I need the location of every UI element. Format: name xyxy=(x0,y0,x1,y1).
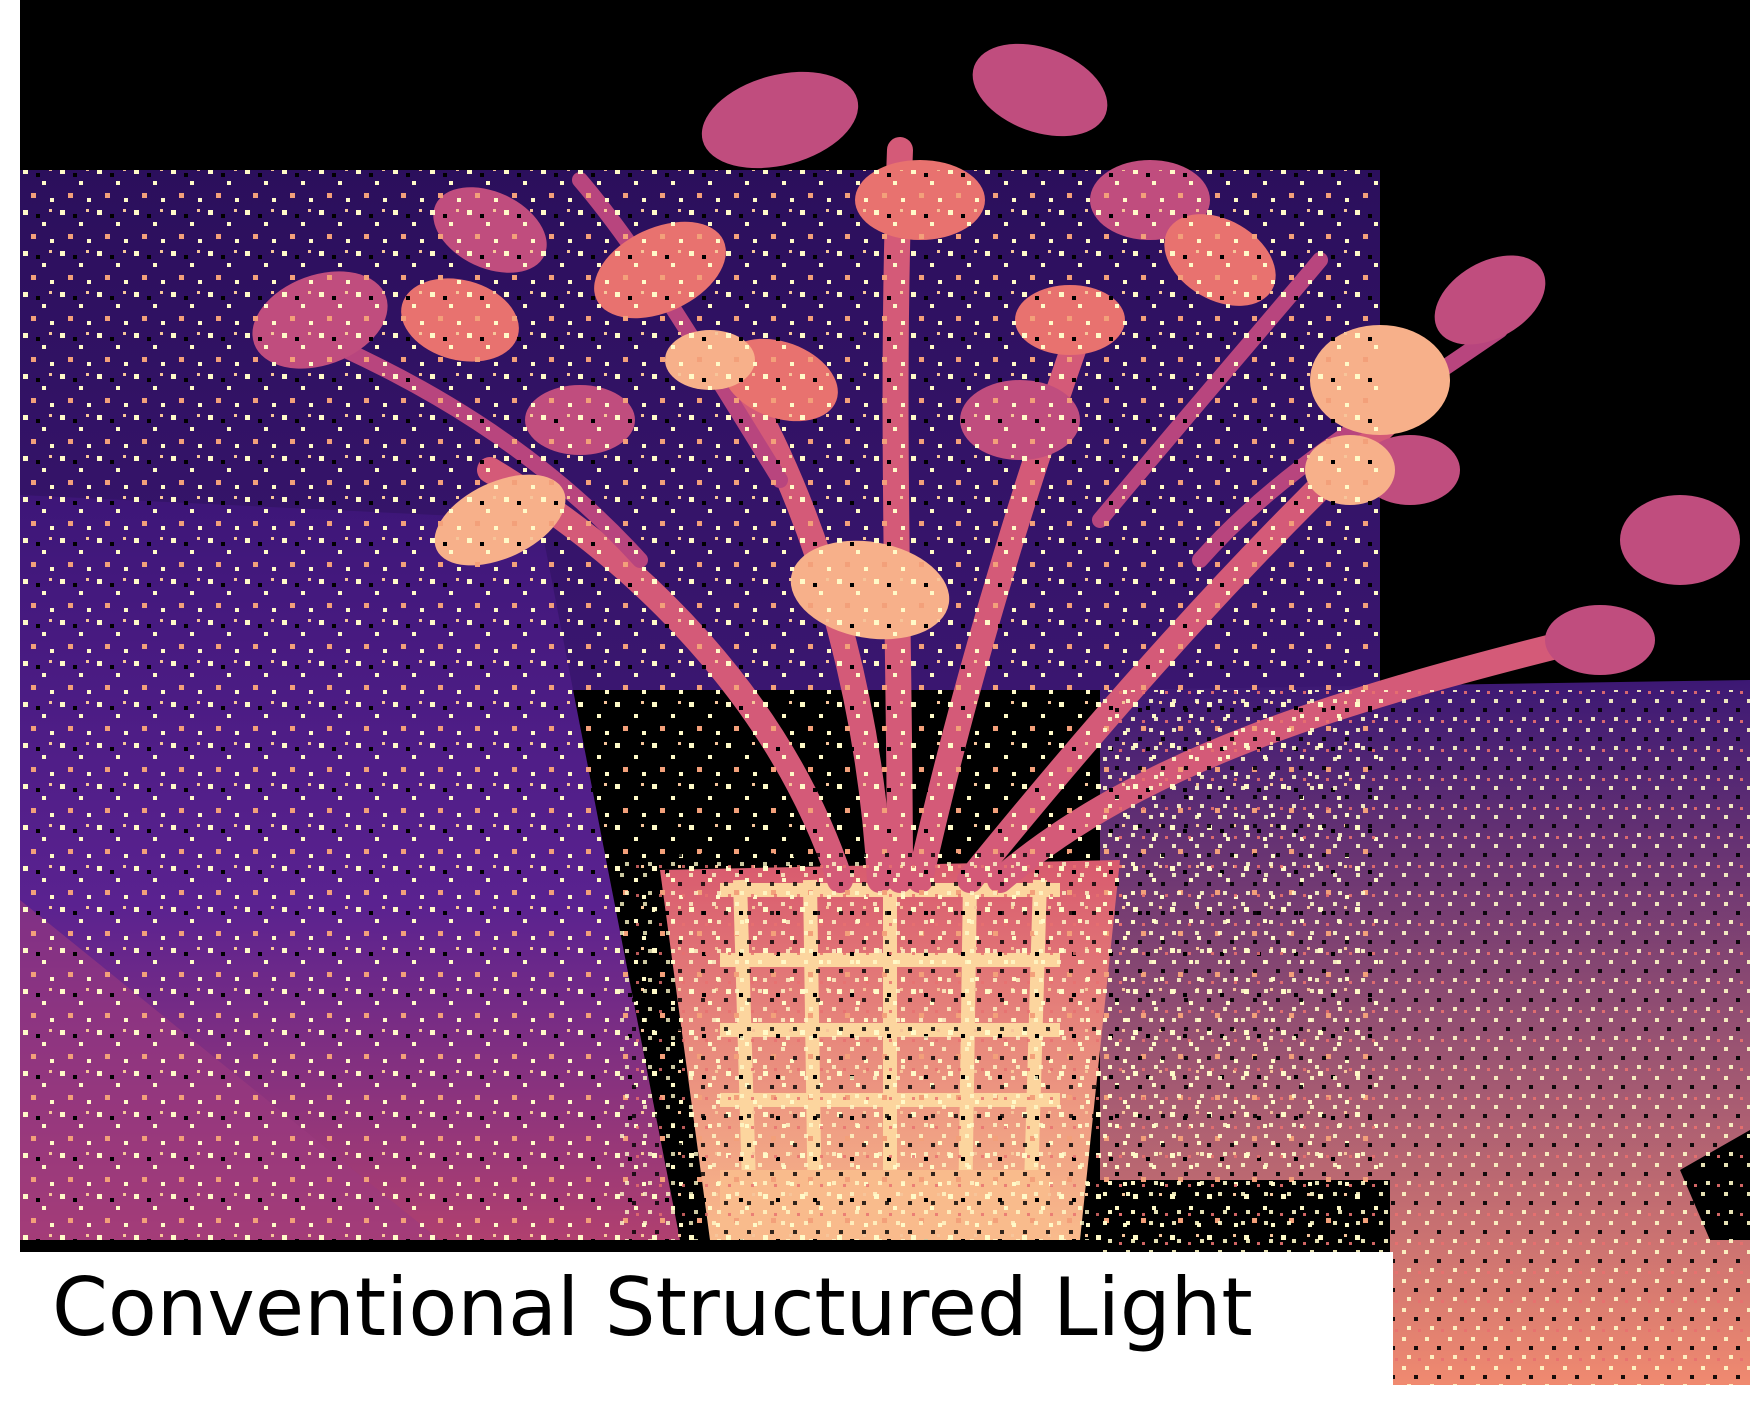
figure-caption: Conventional Structured Light xyxy=(52,1261,1253,1354)
depth-map-image xyxy=(20,0,1750,1385)
caption-background xyxy=(0,1252,1393,1420)
